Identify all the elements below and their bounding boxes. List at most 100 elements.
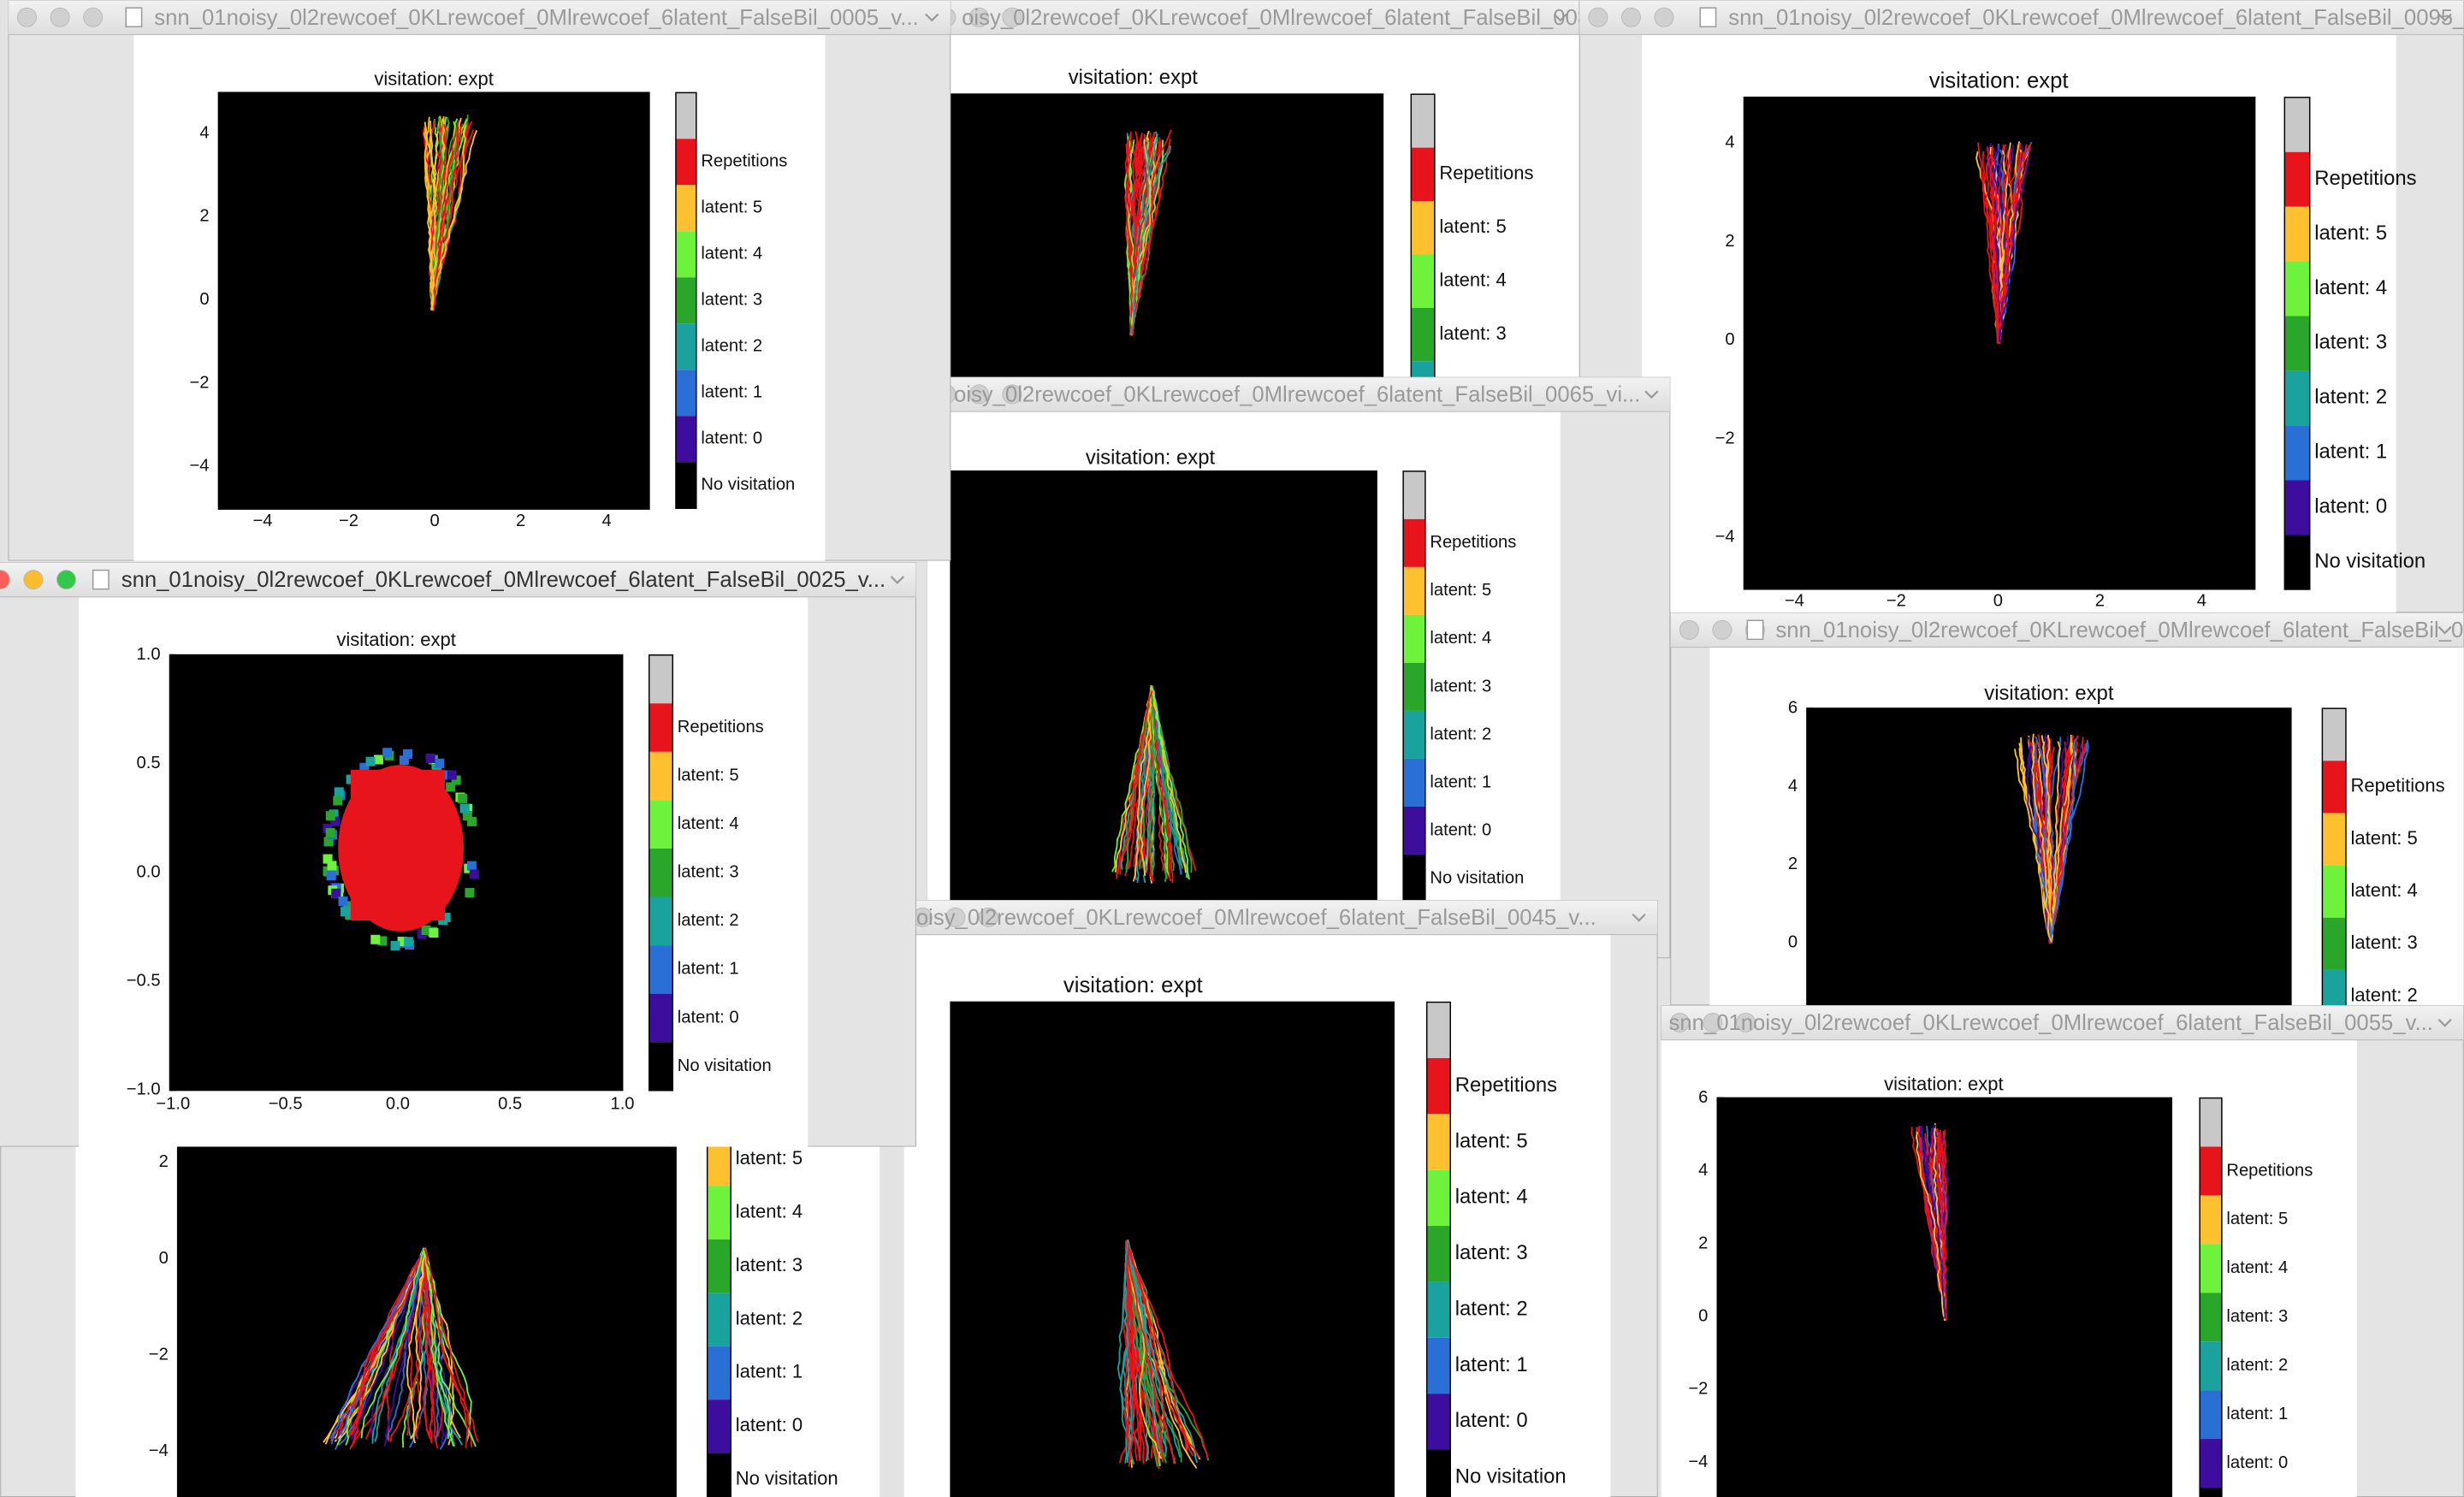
colorbar-frame (1410, 93, 1436, 385)
window-button[interactable] (83, 7, 104, 27)
window-button[interactable] (945, 907, 966, 927)
window-button[interactable] (50, 7, 70, 27)
y-tick-label: −1.0 (127, 1080, 161, 1099)
window-button[interactable] (978, 907, 998, 927)
y-tick-label: 4 (199, 123, 209, 142)
visit-cell (333, 796, 343, 806)
title-bar (0, 562, 916, 598)
x-tick-label: −0.5 (269, 1094, 303, 1113)
window: snn_01noisy_0l2rewcoef_0KLrewcoef_0Mlrew… (8, 0, 951, 561)
window-button[interactable] (1735, 1012, 1756, 1033)
trajectory (1998, 147, 2027, 343)
window-button[interactable] (1679, 619, 1699, 640)
colorbar-label: latent: 4 (1430, 629, 1491, 648)
colorbar-segment (707, 1239, 732, 1293)
trajectory (423, 121, 435, 311)
plot-title: visitation: expt (1984, 682, 2114, 705)
colorbar-label: latent: 5 (1455, 1129, 1528, 1152)
colorbar-segment (675, 370, 696, 417)
colorbar-segment (707, 1453, 732, 1497)
plot-area (950, 93, 1384, 385)
y-tick-label: −2 (1688, 1380, 1708, 1399)
visit-cell (377, 936, 388, 946)
plot-title: visitation: expt (336, 629, 456, 650)
title-bar (1578, 0, 2464, 35)
trajectory (371, 1249, 425, 1444)
colorbar-segment (2322, 917, 2346, 970)
trajectory (1917, 1126, 1946, 1321)
trajectory (1999, 157, 2030, 341)
y-tick-label: 2 (199, 207, 209, 226)
title-bar (903, 900, 1658, 936)
trajectory (424, 1250, 443, 1438)
trajectory (1129, 139, 1150, 336)
window-button[interactable] (1002, 7, 1022, 27)
colorbar-label: latent: 3 (701, 291, 762, 310)
window-title[interactable]: snn_01noisy_0l2rewcoef_0KLrewcoef_0Mlrew… (1728, 6, 2464, 30)
window-title[interactable]: oisy_0l2rewcoef_0KLrewcoef_0Mlrewcoef_6l… (962, 6, 1602, 30)
y-tick-label: 0.5 (137, 754, 161, 772)
window-button[interactable] (0, 570, 10, 590)
window-button[interactable] (17, 7, 38, 27)
window-button[interactable] (1669, 1012, 1690, 1033)
visit-cell (327, 861, 337, 871)
window-button[interactable] (56, 570, 76, 590)
colorbar-label: Repetitions (2226, 1161, 2313, 1180)
trajectory (2035, 740, 2052, 944)
window-button[interactable] (968, 384, 989, 405)
window-title[interactable]: snn_01noisy_0l2rewcoef_0KLrewcoef_0Mlrew… (121, 568, 886, 592)
colorbar-label: latent: 4 (2314, 276, 2387, 299)
colorbar-segment (1426, 1337, 1451, 1394)
window-button[interactable] (1002, 384, 1022, 405)
trajectory (383, 1249, 425, 1447)
window-title[interactable]: snn_01noisy_0l2rewcoef_0KLrewcoef_0Mlrew… (1668, 1011, 2432, 1035)
window-button[interactable] (1620, 7, 1641, 27)
trajectory (431, 128, 459, 310)
trajectory (1150, 685, 1190, 880)
colorbar-segment (2200, 1098, 2222, 1147)
trajectory (2035, 736, 2052, 944)
colorbar-segment (1411, 147, 1435, 202)
title-bar (8, 0, 951, 35)
trajectory (424, 1248, 439, 1449)
trajectory (2031, 733, 2052, 942)
colorbar-segment (2284, 261, 2310, 317)
colorbar-label: Repetitions (1455, 1074, 1557, 1097)
window-title[interactable]: oisy_0l2rewcoef_0KLrewcoef_0Mlrewcoef_6l… (954, 383, 1640, 407)
colorbar-label: latent: 5 (1439, 216, 1506, 237)
visit-cell (359, 762, 370, 772)
colorbar-segment (2284, 480, 2310, 535)
colorbar-label: Repetitions (2350, 775, 2444, 796)
colorbar-label: latent: 3 (1455, 1241, 1528, 1264)
colorbar-segment (1426, 1114, 1451, 1170)
trajectory (2046, 735, 2053, 943)
colorbar-segment (2200, 1146, 2222, 1196)
window-button[interactable] (1588, 7, 1608, 27)
trajectory (2049, 741, 2061, 944)
window-button[interactable] (23, 570, 44, 590)
visit-cell (432, 764, 442, 774)
window-title[interactable]: snn_01noisy_0l2rewcoef_0KLrewcoef_0Mlrew… (154, 6, 918, 30)
window-button[interactable] (1703, 1012, 1723, 1033)
colorbar-label: latent: 1 (2226, 1405, 2288, 1423)
colorbar-segment (649, 654, 673, 704)
window-button[interactable] (1654, 7, 1674, 27)
window: oisy_0l2rewcoef_0KLrewcoef_0Mlrewcoef_6l… (927, 376, 1671, 959)
window-button[interactable] (968, 7, 989, 27)
colorbar-label: latent: 5 (736, 1147, 803, 1169)
x-tick-label: 0 (1993, 592, 2003, 611)
colorbar-label: latent: 2 (2226, 1356, 2288, 1375)
colorbar-segment (707, 1399, 732, 1453)
colorbar-label: latent: 4 (1455, 1186, 1528, 1209)
window-button[interactable] (1712, 619, 1732, 640)
colorbar-label: latent: 1 (1430, 772, 1491, 791)
visit-cell (323, 837, 334, 847)
window-title[interactable]: oisy_0l2rewcoef_0KLrewcoef_0Mlrewcoef_6l… (916, 906, 1596, 930)
colorbar-frame (2283, 97, 2311, 590)
window-title[interactable]: snn_01noisy_0l2rewcoef_0KLrewcoef_0Mlrew… (1775, 618, 2463, 642)
colorbar-segment (1426, 1002, 1451, 1058)
colorbar-segment (2200, 1293, 2222, 1342)
trajectory (424, 1248, 469, 1448)
colorbar-label: latent: 2 (678, 911, 739, 930)
